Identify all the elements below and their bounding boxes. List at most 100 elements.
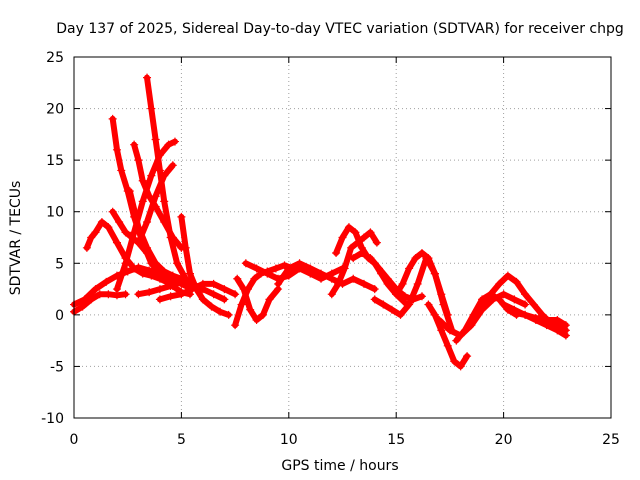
x-tick-label: 20 <box>495 432 513 448</box>
data-point <box>250 274 259 283</box>
y-tick-label: -5 <box>50 359 64 375</box>
data-point <box>177 212 186 221</box>
axis-layer: 0 5 10 15 20 25 -10 -5 0 5 10 15 20 25 <box>41 50 620 448</box>
data-point <box>359 279 368 288</box>
data-point <box>134 223 143 232</box>
x-tick-label: 0 <box>70 432 79 448</box>
x-tick-label: 15 <box>387 432 405 448</box>
data-point <box>160 171 169 180</box>
data-point <box>327 274 336 283</box>
data-point <box>359 233 368 242</box>
series-sat-k <box>134 277 229 304</box>
data-point <box>357 248 366 257</box>
data-point <box>130 140 139 149</box>
data-layer <box>70 73 570 371</box>
data-point <box>112 285 121 294</box>
data-point <box>521 310 530 319</box>
data-point <box>95 290 104 299</box>
data-point <box>521 300 530 309</box>
data-point <box>417 248 426 257</box>
data-point <box>134 290 143 299</box>
data-point <box>512 277 521 286</box>
data-point <box>344 223 353 232</box>
data-point <box>327 290 336 299</box>
data-point <box>239 285 248 294</box>
data-point <box>370 295 379 304</box>
data-point <box>82 243 91 252</box>
data-point <box>531 313 540 322</box>
data-point <box>411 254 420 263</box>
y-axis-label: SDTVAR / TECUs <box>8 181 24 296</box>
data-point <box>143 243 152 252</box>
data-point <box>185 269 194 278</box>
data-point <box>168 271 177 280</box>
data-point <box>117 166 126 175</box>
data-point <box>351 228 360 237</box>
x-tick-label: 25 <box>602 432 620 448</box>
plot-frame <box>73 56 612 419</box>
data-point <box>188 285 197 294</box>
data-point <box>469 310 478 319</box>
data-point <box>143 218 152 227</box>
data-point <box>233 274 242 283</box>
data-point <box>246 305 255 314</box>
y-tick-label: 15 <box>46 153 64 169</box>
data-point <box>112 238 121 247</box>
data-point <box>104 223 113 232</box>
data-point <box>112 145 121 154</box>
data-point <box>510 295 519 304</box>
data-point <box>366 254 375 263</box>
data-point <box>424 254 433 263</box>
series-sat-m <box>155 279 240 304</box>
data-point <box>340 264 349 273</box>
y-tick-label: 25 <box>46 50 64 66</box>
data-point <box>366 228 375 237</box>
data-point <box>224 310 233 319</box>
data-point <box>349 274 358 283</box>
data-point <box>170 137 179 146</box>
series-trace <box>328 229 380 298</box>
data-point <box>259 310 268 319</box>
y-tick-label: 10 <box>46 205 64 221</box>
data-point <box>147 171 156 180</box>
data-point <box>347 243 356 252</box>
data-point <box>198 279 207 288</box>
data-point <box>166 281 175 290</box>
data-point <box>108 114 117 123</box>
data-point <box>207 302 216 311</box>
data-point <box>147 271 156 280</box>
data-point <box>115 218 124 227</box>
data-point <box>177 277 186 286</box>
data-point <box>405 264 414 273</box>
data-point <box>553 316 562 325</box>
data-point <box>151 135 160 144</box>
data-point <box>252 264 261 273</box>
data-point <box>375 264 384 273</box>
data-point <box>168 161 177 170</box>
data-point <box>108 207 117 216</box>
data-point <box>510 308 519 317</box>
data-point <box>91 285 100 294</box>
data-point <box>181 243 190 252</box>
series-sat-w <box>424 300 472 371</box>
data-point <box>231 321 240 330</box>
data-point <box>91 228 100 237</box>
x-axis-label: GPS time / hours <box>281 458 398 474</box>
y-tick-label: -10 <box>41 411 64 427</box>
data-point <box>460 326 469 335</box>
data-point <box>495 279 504 288</box>
data-point <box>87 233 96 242</box>
data-point <box>166 233 175 242</box>
data-point <box>503 271 512 280</box>
data-point <box>478 300 487 309</box>
data-point <box>561 331 570 340</box>
data-point <box>452 336 461 345</box>
data-point <box>499 290 508 299</box>
data-point <box>521 290 530 299</box>
data-point <box>220 295 229 304</box>
chart-title: Day 137 of 2025, Sidereal Day-to-day VTE… <box>56 21 624 37</box>
data-point <box>396 310 405 319</box>
x-tick-label: 5 <box>177 432 186 448</box>
data-point <box>166 292 175 301</box>
data-point <box>392 290 401 299</box>
